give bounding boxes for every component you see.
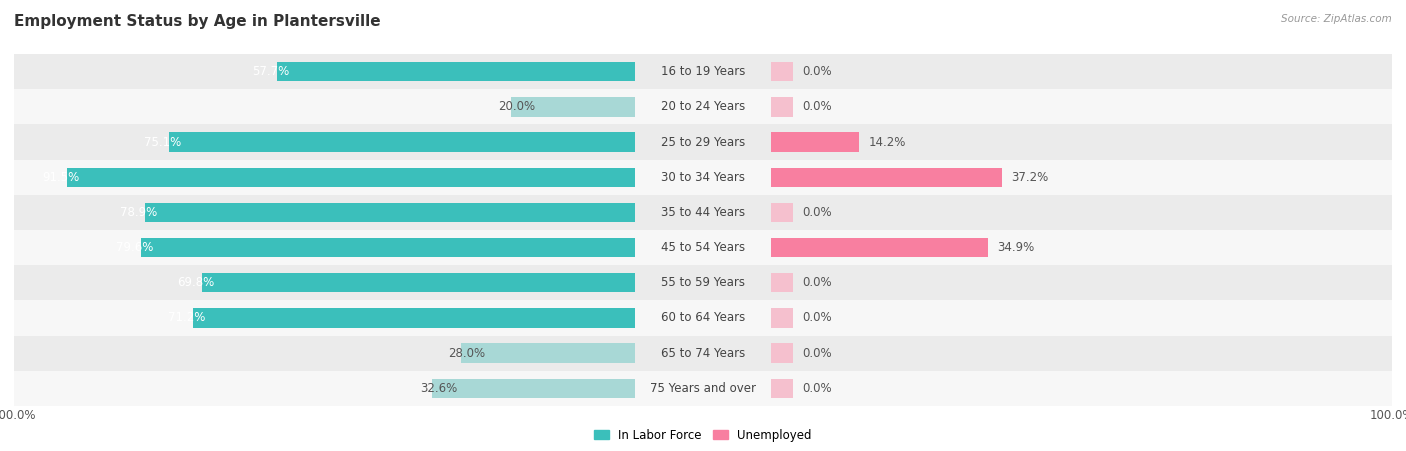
- Bar: [772, 62, 793, 81]
- Text: 55 to 59 Years: 55 to 59 Years: [661, 276, 745, 289]
- Bar: [772, 371, 1392, 406]
- Text: 0.0%: 0.0%: [803, 206, 832, 219]
- Text: 16 to 19 Years: 16 to 19 Years: [661, 65, 745, 78]
- Bar: [772, 238, 988, 257]
- Bar: [14, 371, 634, 406]
- Text: 25 to 29 Years: 25 to 29 Years: [661, 136, 745, 148]
- Text: 0.0%: 0.0%: [803, 276, 832, 289]
- Bar: [772, 160, 1392, 195]
- Bar: [14, 336, 634, 371]
- Bar: [14, 265, 634, 300]
- Text: 75 Years and over: 75 Years and over: [650, 382, 756, 395]
- Bar: [67, 168, 634, 187]
- Bar: [772, 203, 793, 222]
- Bar: [634, 300, 772, 336]
- Bar: [772, 124, 1392, 160]
- Bar: [772, 300, 1392, 336]
- Text: 57.7%: 57.7%: [252, 65, 290, 78]
- Legend: In Labor Force, Unemployed: In Labor Force, Unemployed: [591, 425, 815, 445]
- Text: 0.0%: 0.0%: [803, 382, 832, 395]
- Bar: [145, 203, 634, 222]
- Text: 30 to 34 Years: 30 to 34 Years: [661, 171, 745, 184]
- Bar: [510, 97, 634, 116]
- Text: 37.2%: 37.2%: [1011, 171, 1049, 184]
- Bar: [634, 195, 772, 230]
- Bar: [141, 238, 634, 257]
- Text: 69.8%: 69.8%: [177, 276, 214, 289]
- Bar: [14, 89, 634, 124]
- Bar: [634, 89, 772, 124]
- Bar: [772, 379, 793, 398]
- Bar: [634, 336, 772, 371]
- Text: 60 to 64 Years: 60 to 64 Years: [661, 312, 745, 324]
- Bar: [772, 168, 1002, 187]
- Bar: [634, 371, 772, 406]
- Bar: [634, 230, 772, 265]
- Bar: [201, 273, 634, 292]
- Text: 71.2%: 71.2%: [167, 312, 205, 324]
- Text: 32.6%: 32.6%: [420, 382, 457, 395]
- Bar: [169, 133, 634, 152]
- Bar: [14, 195, 634, 230]
- Text: Employment Status by Age in Plantersville: Employment Status by Age in Plantersvill…: [14, 14, 381, 28]
- Bar: [634, 54, 772, 89]
- Bar: [772, 89, 1392, 124]
- Text: 20.0%: 20.0%: [498, 101, 536, 113]
- Bar: [772, 97, 793, 116]
- Text: 28.0%: 28.0%: [449, 347, 485, 359]
- Text: 0.0%: 0.0%: [803, 101, 832, 113]
- Text: 34.9%: 34.9%: [997, 241, 1035, 254]
- Bar: [772, 133, 859, 152]
- Bar: [772, 265, 1392, 300]
- Bar: [14, 300, 634, 336]
- Text: 0.0%: 0.0%: [803, 347, 832, 359]
- Bar: [772, 273, 793, 292]
- Text: 35 to 44 Years: 35 to 44 Years: [661, 206, 745, 219]
- Bar: [634, 160, 772, 195]
- Text: 0.0%: 0.0%: [803, 65, 832, 78]
- Text: 75.1%: 75.1%: [143, 136, 181, 148]
- Bar: [772, 195, 1392, 230]
- Bar: [772, 344, 793, 363]
- Text: 65 to 74 Years: 65 to 74 Years: [661, 347, 745, 359]
- Text: 14.2%: 14.2%: [869, 136, 905, 148]
- Text: 0.0%: 0.0%: [803, 312, 832, 324]
- Bar: [634, 265, 772, 300]
- Text: 78.9%: 78.9%: [120, 206, 157, 219]
- Bar: [772, 308, 793, 327]
- Bar: [634, 124, 772, 160]
- Bar: [14, 54, 634, 89]
- Bar: [772, 336, 1392, 371]
- Text: Source: ZipAtlas.com: Source: ZipAtlas.com: [1281, 14, 1392, 23]
- Bar: [461, 344, 634, 363]
- Bar: [772, 54, 1392, 89]
- Bar: [193, 308, 634, 327]
- Bar: [14, 230, 634, 265]
- Bar: [772, 230, 1392, 265]
- Text: 20 to 24 Years: 20 to 24 Years: [661, 101, 745, 113]
- Text: 79.6%: 79.6%: [115, 241, 153, 254]
- Bar: [277, 62, 634, 81]
- Bar: [14, 160, 634, 195]
- Bar: [14, 124, 634, 160]
- Text: 91.5%: 91.5%: [42, 171, 79, 184]
- Bar: [433, 379, 634, 398]
- Text: 45 to 54 Years: 45 to 54 Years: [661, 241, 745, 254]
